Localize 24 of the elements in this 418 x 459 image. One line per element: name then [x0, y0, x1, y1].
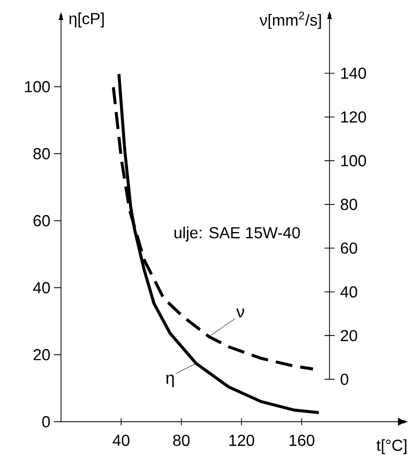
y2-tick-label: 100 [341, 155, 366, 166]
y-tick-label: 40 [33, 282, 50, 294]
y2-tick-label: 40 [340, 286, 358, 298]
x-tick-label: 80 [173, 434, 190, 446]
x-axis-title: t[°C] [376, 439, 406, 454]
y2-tick-label: 60 [340, 242, 358, 254]
y2-axis-title: ν[mm$^{2}$/s] [260, 12, 321, 29]
x-tick-label: 120 [229, 434, 254, 446]
y2-tick-label: 80 [340, 198, 358, 210]
y2-tick-label: 0 [340, 374, 348, 385]
y2-tick-label: 20 [340, 330, 358, 342]
y-tick-label: 80 [33, 148, 50, 160]
y-tick-label: 60 [34, 215, 50, 226]
y-tick-label: 100 [25, 81, 50, 92]
y2-tick-label: 120 [341, 111, 366, 123]
annotation: ulje: SAE 15W-40 [174, 226, 300, 242]
y2-tick-label: 140 [341, 68, 366, 79]
x-tick-label: 40 [112, 434, 130, 446]
y-tick-label: 0 [42, 416, 50, 428]
y-tick-label: 20 [34, 349, 50, 360]
x-tick-label: 160 [290, 434, 314, 446]
y-axis-title: η[cP] [69, 12, 104, 28]
series-label: ν [236, 308, 244, 318]
legend-label: η [166, 374, 174, 388]
